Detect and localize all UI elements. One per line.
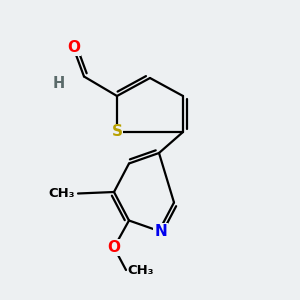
Text: CH₃: CH₃	[128, 263, 154, 277]
Text: O: O	[67, 40, 80, 56]
Text: H: H	[52, 76, 64, 92]
Text: N: N	[154, 224, 167, 238]
Text: O: O	[107, 240, 121, 255]
Text: S: S	[112, 124, 122, 140]
Text: CH₃: CH₃	[49, 187, 75, 200]
